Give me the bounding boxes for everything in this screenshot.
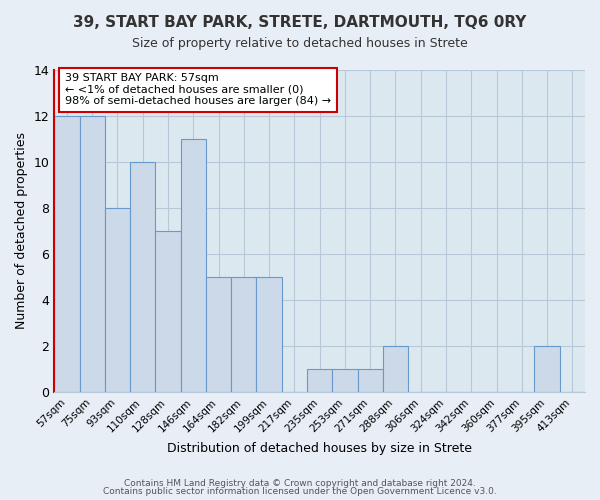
Bar bbox=[332, 369, 358, 392]
Bar bbox=[54, 116, 80, 392]
Bar bbox=[256, 277, 282, 392]
Bar bbox=[231, 277, 256, 392]
Bar bbox=[130, 162, 155, 392]
Bar bbox=[181, 139, 206, 392]
X-axis label: Distribution of detached houses by size in Strete: Distribution of detached houses by size … bbox=[167, 442, 472, 455]
Text: Contains HM Land Registry data © Crown copyright and database right 2024.: Contains HM Land Registry data © Crown c… bbox=[124, 478, 476, 488]
Text: 39 START BAY PARK: 57sqm
← <1% of detached houses are smaller (0)
98% of semi-de: 39 START BAY PARK: 57sqm ← <1% of detach… bbox=[65, 73, 331, 106]
Bar bbox=[105, 208, 130, 392]
Bar bbox=[206, 277, 231, 392]
Bar bbox=[535, 346, 560, 392]
Bar bbox=[155, 231, 181, 392]
Text: Contains public sector information licensed under the Open Government Licence v3: Contains public sector information licen… bbox=[103, 487, 497, 496]
Bar bbox=[80, 116, 105, 392]
Bar bbox=[358, 369, 383, 392]
Text: 39, START BAY PARK, STRETE, DARTMOUTH, TQ6 0RY: 39, START BAY PARK, STRETE, DARTMOUTH, T… bbox=[73, 15, 527, 30]
Text: Size of property relative to detached houses in Strete: Size of property relative to detached ho… bbox=[132, 38, 468, 51]
Bar bbox=[307, 369, 332, 392]
Y-axis label: Number of detached properties: Number of detached properties bbox=[15, 132, 28, 330]
Bar bbox=[383, 346, 408, 392]
